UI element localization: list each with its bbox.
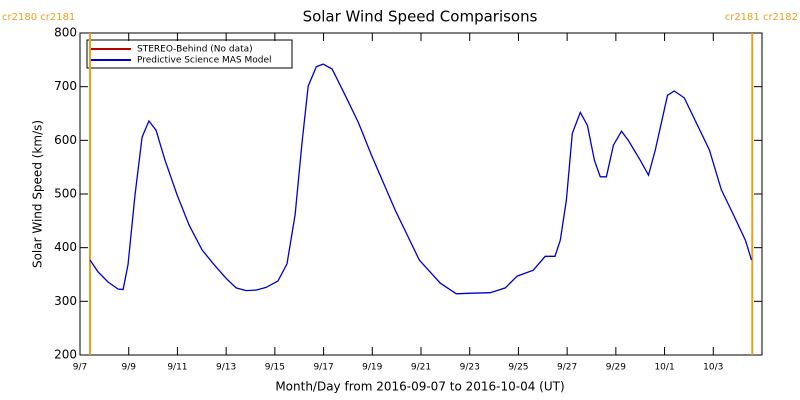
x-tick-label: 10/3 [703,363,723,373]
series-line [89,63,753,295]
y-axis-label: Solar Wind Speed (km/s) [31,120,45,268]
x-axis-label: Month/Day from 2016-09-07 to 2016-10-04 … [275,380,564,394]
x-tick-label: 9/11 [167,363,187,373]
x-tick-label: 9/23 [460,363,480,373]
y-tick-label: 700 [54,79,77,93]
legend-label: STEREO-Behind (No data) [137,45,253,55]
y-tick-label: 300 [54,294,77,308]
x-tick-label: 10/1 [654,363,674,373]
x-tick-label: 9/21 [411,363,431,373]
legend-box [86,39,293,69]
x-tick-label: 9/27 [557,363,577,373]
chart-title: Solar Wind Speed Comparisons [303,8,538,26]
y-tick-label: 800 [54,26,77,40]
x-tick-label: 9/19 [362,363,382,373]
x-tick-label: 9/15 [265,363,285,373]
carrington-label: cr2180 cr2181 [2,12,75,23]
x-tick-label: 9/29 [606,363,626,373]
carrington-label: cr2181 cr2182 [725,12,798,23]
x-tick-label: 9/9 [121,363,136,373]
y-tick-label: 500 [54,187,77,201]
plot-frame [79,32,763,356]
y-tick-label: 400 [54,240,77,254]
x-tick-label: 9/13 [216,363,236,373]
legend-label: Predictive Science MAS Model [137,56,272,66]
x-tick-label: 9/7 [73,363,87,373]
x-tick-label: 9/25 [508,363,528,373]
x-tick-label: 9/17 [313,363,333,373]
y-tick-label: 600 [54,133,77,147]
y-tick-label: 200 [54,348,77,362]
